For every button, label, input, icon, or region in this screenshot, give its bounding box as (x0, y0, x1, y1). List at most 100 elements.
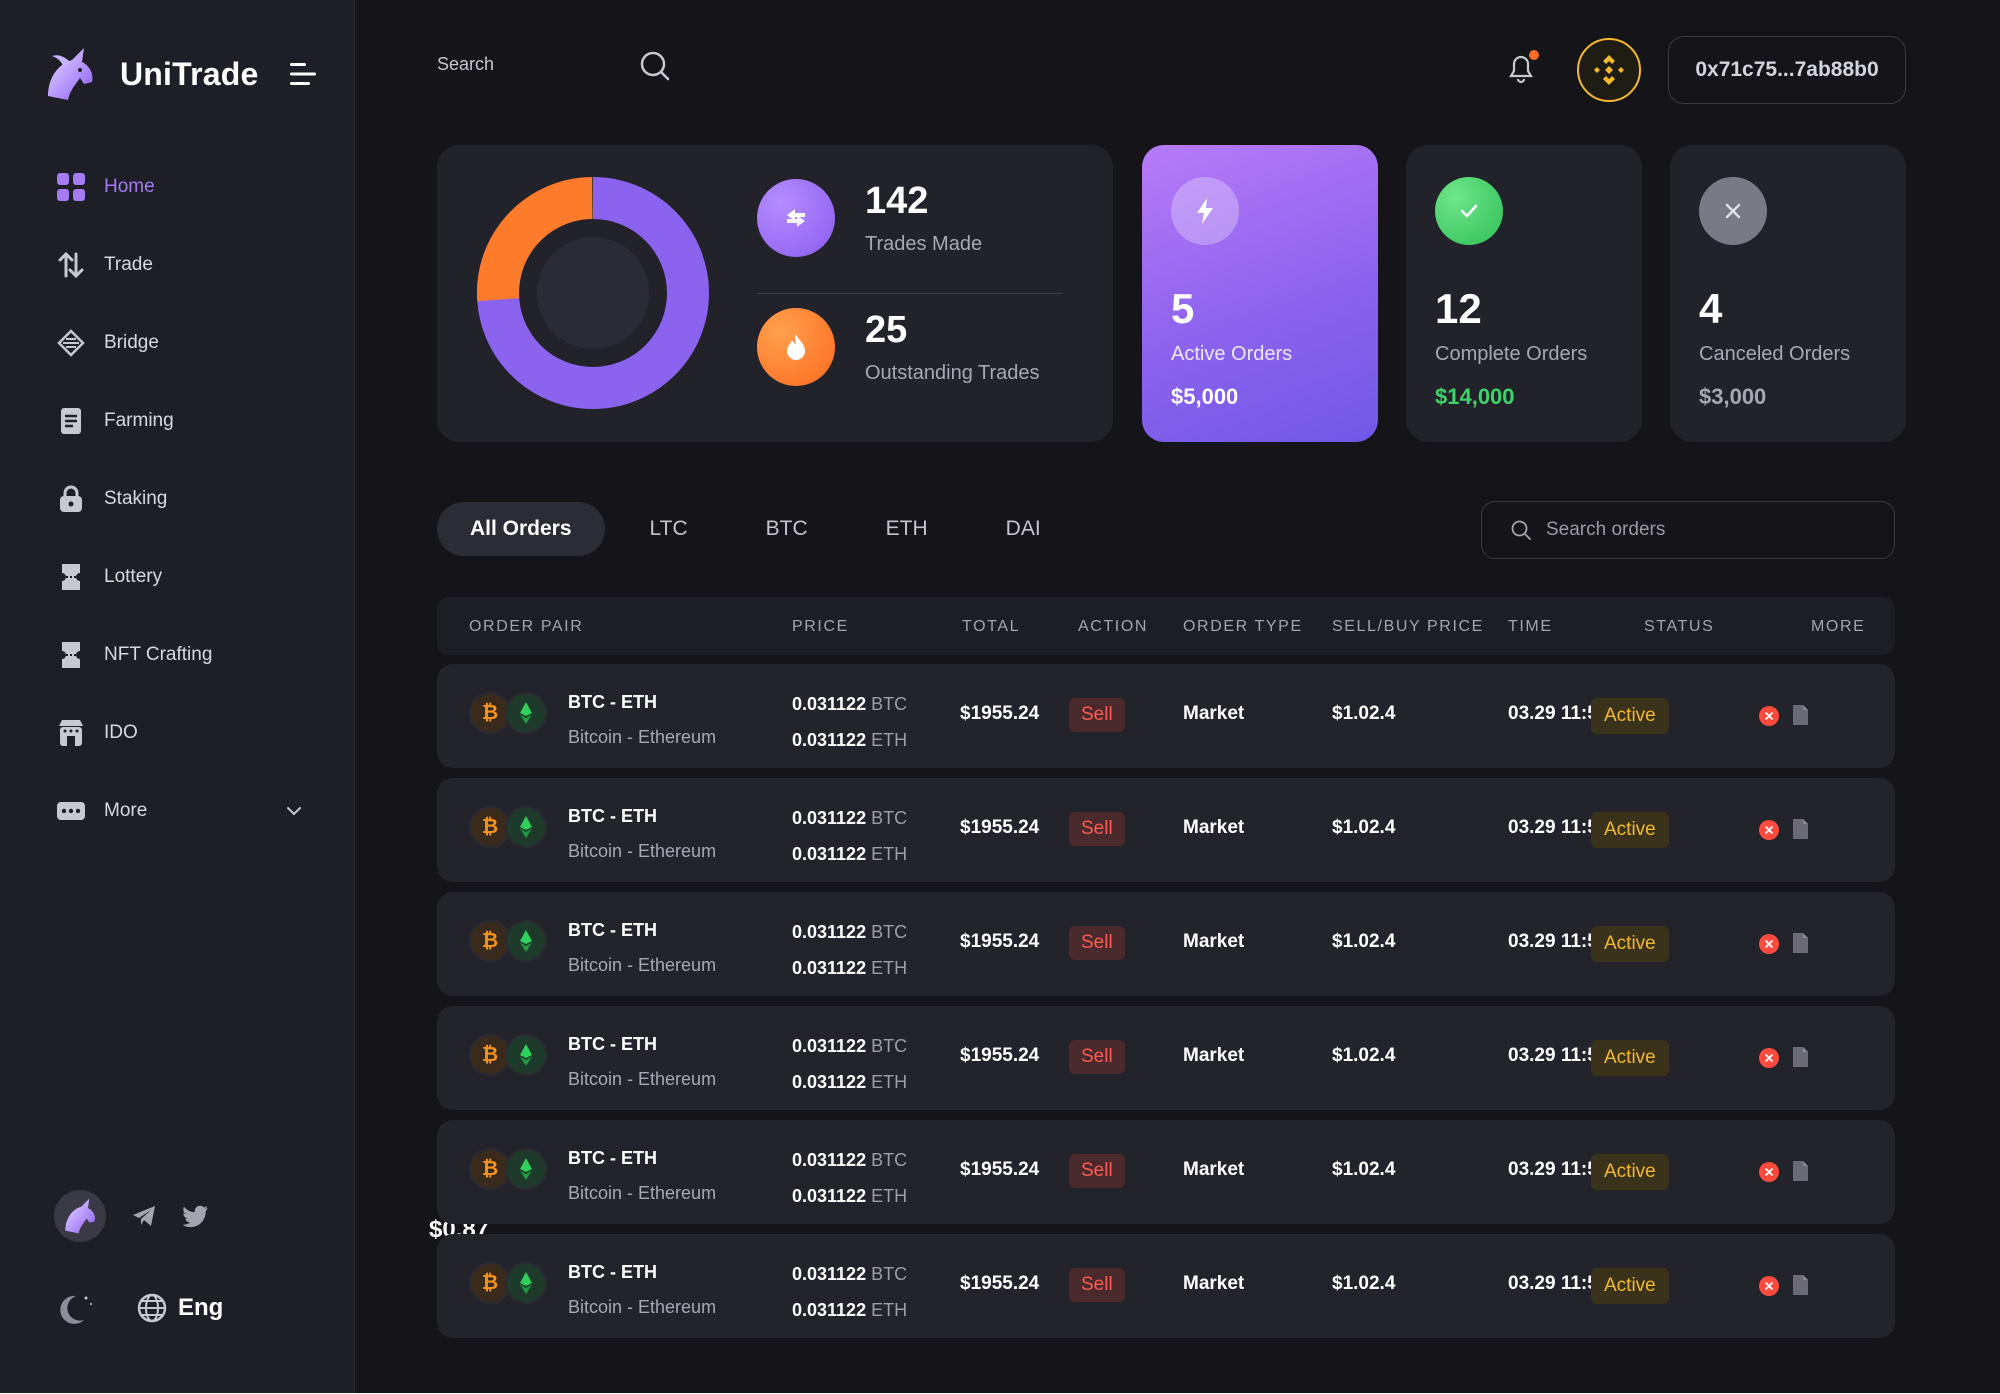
action-badge: Sell (1069, 698, 1125, 732)
sidebar-item-more[interactable]: More (54, 772, 304, 850)
order-search-box[interactable] (1481, 501, 1895, 559)
order-type: Market (1183, 703, 1245, 724)
search-icon (1511, 520, 1531, 540)
ethereum-icon (505, 806, 547, 848)
twitter-icon[interactable] (182, 1202, 210, 1230)
complete-orders-label: Complete Orders (1435, 343, 1588, 365)
sidebar-item-label: Staking (104, 488, 168, 509)
notification-bell[interactable] (1505, 50, 1539, 86)
document-icon[interactable] (1791, 818, 1809, 840)
price-value: 0.031122 (792, 1300, 867, 1320)
store-icon (54, 716, 88, 750)
canceled-orders-label: Canceled Orders (1699, 343, 1851, 365)
binance-icon (1594, 55, 1624, 85)
cancel-order-icon[interactable] (1759, 820, 1779, 840)
cancel-order-icon[interactable] (1759, 934, 1779, 954)
document-icon[interactable] (1791, 932, 1809, 954)
order-time: 03.29 11:59 (1508, 817, 1609, 838)
col-status: STATUS (1644, 618, 1715, 635)
bnb-network-button[interactable] (1577, 38, 1641, 102)
table-row[interactable]: ₿ BTC - ETH Bitcoin - Ethereum 0.031122 … (437, 892, 1895, 996)
tab-all-orders[interactable]: All Orders (437, 502, 605, 556)
bitcoin-icon: ₿ (469, 1262, 511, 1304)
tab-eth[interactable]: ETH (885, 517, 928, 540)
header-search-label[interactable]: Search (437, 54, 495, 74)
orders-table-header: ORDER PAIR PRICE TOTAL ACTION ORDER TYPE… (437, 597, 1895, 655)
tab-dai[interactable]: DAI (1005, 517, 1041, 540)
table-row[interactable]: ₿ BTC - ETH Bitcoin - Ethereum 0.031122 … (437, 664, 1895, 768)
chevron-down-icon[interactable] (284, 801, 304, 821)
table-row[interactable]: ₿ BTC - ETH Bitcoin - Ethereum 0.031122 … (437, 1234, 1895, 1338)
cancel-order-icon[interactable] (1759, 706, 1779, 726)
col-total: TOTAL (962, 618, 1021, 635)
moon-icon[interactable] (58, 1288, 98, 1328)
order-price: 0.031122 BTC 0.031122 ETH (792, 800, 907, 872)
order-price: 0.031122 BTC 0.031122 ETH (792, 1028, 907, 1100)
notification-dot (1529, 50, 1539, 60)
check-icon (1435, 177, 1503, 245)
cancel-order-icon[interactable] (1759, 1162, 1779, 1182)
sidebar-item-nft-crafting[interactable]: NFT Crafting (54, 616, 304, 694)
cancel-order-icon[interactable] (1759, 1276, 1779, 1296)
sidebar-item-lottery[interactable]: Lottery (54, 538, 304, 616)
sidebar-item-trade[interactable]: Trade (54, 226, 304, 304)
document-icon[interactable] (1791, 1046, 1809, 1068)
document-icon[interactable] (1791, 1274, 1809, 1296)
action-badge: Sell (1069, 1040, 1125, 1074)
search-icon[interactable] (639, 50, 671, 82)
bitcoin-icon: ₿ (469, 1034, 511, 1076)
order-type: Market (1183, 1159, 1245, 1180)
brand[interactable]: UniTrade (40, 44, 319, 104)
order-pair: BTC - ETH Bitcoin - Ethereum (568, 1034, 716, 1090)
active-orders-card[interactable]: 5 Active Orders $5,000 (1142, 145, 1378, 442)
order-pair: BTC - ETH Bitcoin - Ethereum (568, 1262, 716, 1318)
sidebar-item-bridge[interactable]: Bridge (54, 304, 304, 382)
telegram-icon[interactable] (130, 1202, 158, 1230)
language-selector[interactable]: Eng (136, 1292, 223, 1324)
sidebar-footer: Eng (58, 1288, 223, 1328)
price-value: 0.031122 (792, 1150, 867, 1170)
price-unit: BTC (871, 1036, 908, 1056)
price-value: 0.031122 (792, 1072, 867, 1092)
status-badge: Active (1591, 926, 1669, 962)
sidebar-item-home[interactable]: Home (54, 148, 304, 226)
close-icon (1699, 177, 1767, 245)
sidebar-item-ido[interactable]: IDO (54, 694, 304, 772)
price-unit: ETH (871, 958, 908, 978)
main-content: Search 0x71c75...7ab88b0 (355, 0, 2000, 1393)
menu-toggle-icon[interactable] (287, 60, 319, 88)
complete-orders-card[interactable]: 12 Complete Orders $14,000 (1406, 145, 1642, 442)
price-value: 0.031122 (792, 1036, 867, 1056)
sidebar-item-farming[interactable]: Farming (54, 382, 304, 460)
price-unit: ETH (871, 730, 908, 750)
order-search-input[interactable] (1546, 519, 1846, 541)
tab-btc[interactable]: BTC (765, 517, 808, 540)
order-price: 0.031122 BTC 0.031122 ETH (792, 1142, 907, 1214)
price-value: 0.031122 (792, 694, 867, 714)
cancel-order-icon[interactable] (1759, 1048, 1779, 1068)
wallet-address-button[interactable]: 0x71c75...7ab88b0 (1668, 36, 1906, 104)
col-more: MORE (1811, 618, 1866, 635)
table-row[interactable]: ₿ BTC - ETH Bitcoin - Ethereum 0.031122 … (437, 1006, 1895, 1110)
action-badge: Sell (1069, 1154, 1125, 1188)
order-time: 03.29 11:59 (1508, 1045, 1609, 1066)
document-icon[interactable] (1791, 704, 1809, 726)
tab-ltc[interactable]: LTC (649, 517, 688, 540)
order-total: $1955.24 (960, 703, 1040, 724)
sidebar-item-staking[interactable]: Staking (54, 460, 304, 538)
canceled-orders-card[interactable]: 4 Canceled Orders $3,000 (1670, 145, 1906, 442)
table-row[interactable]: ₿ BTC - ETH Bitcoin - Ethereum 0.031122 … (437, 778, 1895, 882)
price-unit: ETH (871, 1072, 908, 1092)
status-badge: Active (1591, 812, 1669, 848)
bitcoin-icon: ₿ (469, 1148, 511, 1190)
grid-icon (54, 170, 88, 204)
status-badge: Active (1591, 1040, 1669, 1076)
order-type: Market (1183, 1045, 1245, 1066)
order-tabs: All Orders LTC BTC ETH DAI (437, 502, 1086, 556)
action-badge: Sell (1069, 926, 1125, 960)
document-icon[interactable] (1791, 1160, 1809, 1182)
pair-name: Bitcoin - Ethereum (568, 1297, 717, 1317)
col-order-pair: ORDER PAIR (469, 618, 584, 635)
table-row[interactable]: ₿ BTC - ETH Bitcoin - Ethereum 0.031122 … (437, 1120, 1895, 1224)
bridge-icon (54, 326, 88, 360)
